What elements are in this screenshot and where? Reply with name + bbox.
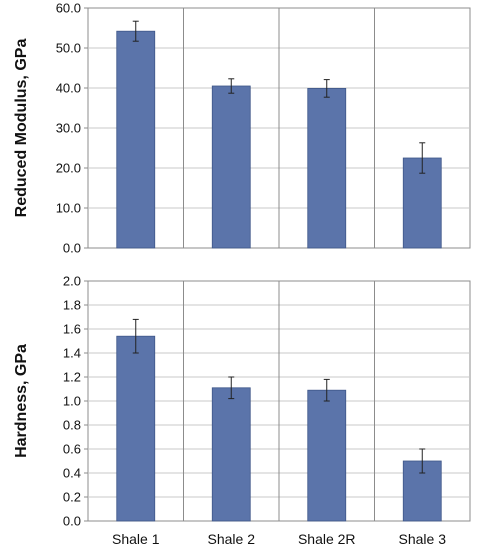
y-tick-label: 0.2: [63, 490, 81, 505]
x-tick-label-shale-2r: Shale 2R: [298, 531, 356, 547]
y-axis-title: Hardness, GPa: [13, 344, 30, 458]
y-tick-label: 1.8: [63, 298, 81, 313]
bar-shale-1: [116, 30, 156, 249]
x-tick-label-shale-1: Shale 1: [112, 531, 160, 547]
reduced-modulus-chart: 0.0 10.0 20.0 30.0 40.0 50.0 60.0 Reduced Modul…: [13, 1, 471, 256]
x-tick-label-shale-2: Shale 2: [208, 531, 256, 547]
y-tick-label: 1.2: [63, 370, 81, 385]
y-tick-label: 50.0: [56, 41, 81, 56]
y-tick-label: 1.4: [63, 346, 81, 361]
y-tick-label: 1.0: [63, 394, 81, 409]
bar-shale-2: [211, 387, 251, 522]
y-tick-label: 20.0: [56, 161, 81, 176]
hardness-chart: 0.0 0.2 0.4 0.6 0.8 1.0 1.2 1.4 1.6 1.8 2.0 Shale 1…: [13, 274, 471, 547]
y-tick-label: 0.0: [63, 514, 81, 529]
y-tick-label: 60.0: [56, 1, 81, 16]
y-tick-label: 30.0: [56, 121, 81, 136]
y-tick-label: 0.0: [63, 241, 81, 256]
y-axis-title: Reduced Modulus, GPa: [13, 39, 30, 218]
x-tick-label-shale-3: Shale 3: [399, 531, 447, 547]
y-tick-label: 40.0: [56, 81, 81, 96]
bar-shale-2r: [307, 88, 347, 249]
y-tick-label: 0.8: [63, 418, 81, 433]
bar-shale-2: [211, 85, 251, 249]
y-tick-label: 2.0: [63, 274, 81, 289]
bar-shale-1: [116, 335, 156, 522]
y-tick-label: 0.4: [63, 466, 81, 481]
y-tick-label: 10.0: [56, 201, 81, 216]
bar-shale-2r: [307, 389, 347, 522]
y-tick-label: 0.6: [63, 442, 81, 457]
y-tick-label: 1.6: [63, 322, 81, 337]
